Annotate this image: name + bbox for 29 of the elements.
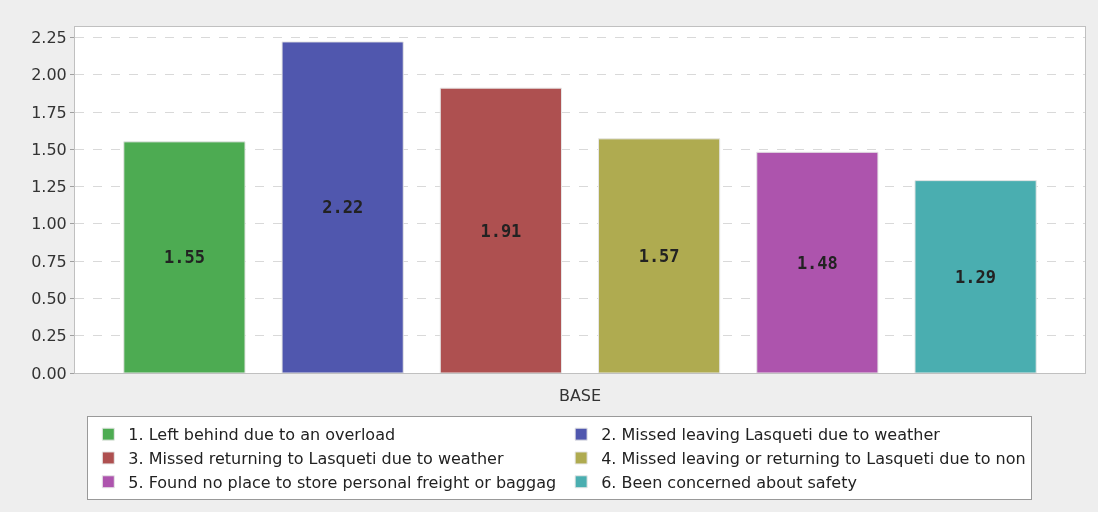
- legend-label: 5. Found no place to store personal freight or baggag: [128, 472, 557, 492]
- data-label: 1.55: [163, 247, 205, 268]
- y-tick-label: 1.50: [31, 139, 67, 159]
- data-label: 1.57: [638, 245, 680, 266]
- data-label: 1.48: [796, 252, 838, 273]
- bar: [281, 41, 404, 373]
- bar: [756, 151, 879, 373]
- x-tick-label: BASE: [558, 386, 602, 406]
- legend-label: 1. Left behind due to an overload: [128, 425, 396, 445]
- y-tick-label: 0.50: [31, 289, 67, 309]
- data-label: 2.22: [322, 197, 364, 218]
- legend-label: 3. Missed returning to Lasqueti due to weather: [128, 449, 504, 469]
- y-tick-label: 1.25: [31, 177, 67, 197]
- bar: [914, 180, 1037, 373]
- bar: [439, 87, 562, 373]
- bar: [598, 138, 721, 373]
- legend-label: 6. Been concerned about safety: [601, 472, 857, 492]
- y-tick-label: 1.75: [31, 102, 67, 122]
- y-tick-label: 1.00: [31, 214, 67, 234]
- y-tick-label: 2.25: [31, 28, 67, 48]
- legend-label: 4. Missed leaving or returning to Lasqueti due to non: [601, 449, 1026, 469]
- y-tick-label: 0.25: [31, 326, 67, 346]
- data-label: 1.91: [480, 220, 522, 241]
- y-tick-label: 2.00: [31, 65, 67, 85]
- legend-label: 2. Missed leaving Lasqueti due to weather: [601, 425, 941, 445]
- data-label: 1.29: [955, 266, 997, 287]
- y-tick-label: 0.75: [31, 251, 67, 271]
- bar: [123, 141, 246, 373]
- y-tick-label: 0.00: [31, 363, 67, 383]
